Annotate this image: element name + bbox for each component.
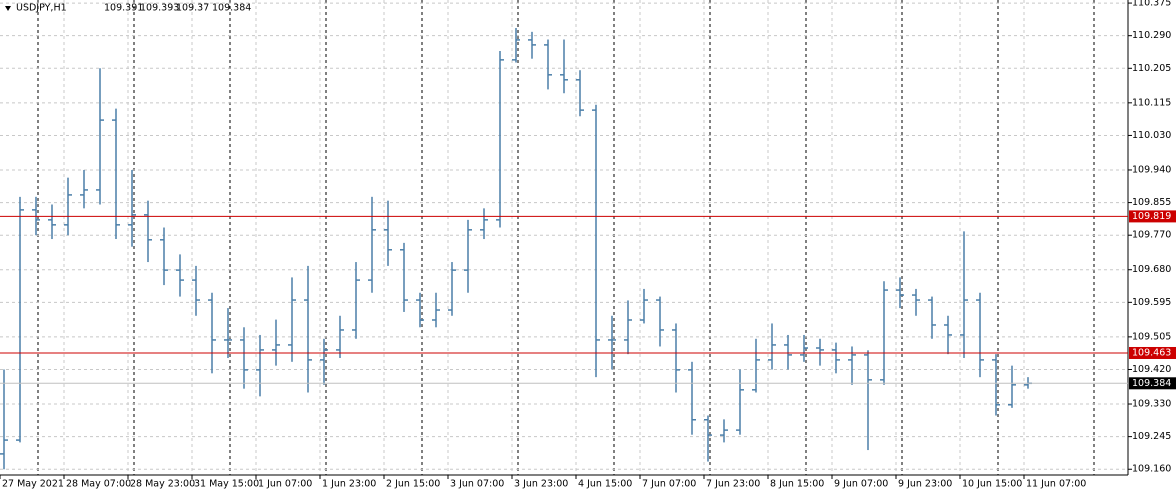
y-tick-label: 110.115 bbox=[1132, 97, 1171, 108]
price-label: 109.463 bbox=[1132, 347, 1171, 358]
y-tick-label: 110.375 bbox=[1132, 0, 1171, 9]
menu-arrow[interactable] bbox=[5, 6, 11, 11]
x-tick-label: 31 May 15:00 bbox=[194, 479, 259, 490]
y-tick-label: 109.680 bbox=[1132, 264, 1171, 275]
x-tick-label: 9 Jun 23:00 bbox=[898, 479, 952, 490]
x-tick-label: 11 Jun 07:00 bbox=[1026, 479, 1086, 490]
y-tick-label: 109.245 bbox=[1132, 431, 1171, 442]
x-tick-label: 28 May 23:00 bbox=[130, 479, 195, 490]
x-tick-label: 9 Jun 07:00 bbox=[834, 479, 888, 490]
x-tick-label: 10 Jun 15:00 bbox=[962, 479, 1022, 490]
y-tick-label: 109.505 bbox=[1132, 331, 1171, 342]
y-tick-label: 109.770 bbox=[1132, 230, 1171, 241]
x-tick-label: 27 May 2021 bbox=[2, 479, 64, 490]
y-tick-label: 110.290 bbox=[1132, 30, 1171, 41]
x-tick-label: 28 May 07:00 bbox=[66, 479, 131, 490]
y-tick-label: 109.330 bbox=[1132, 399, 1171, 410]
y-tick-label: 109.940 bbox=[1132, 164, 1171, 175]
y-tick-label: 109.160 bbox=[1132, 464, 1171, 475]
x-tick-label: 1 Jun 23:00 bbox=[322, 479, 376, 490]
header-value: 109.391 bbox=[104, 3, 143, 14]
x-tick-label: 7 Jun 23:00 bbox=[706, 479, 760, 490]
price-label-box bbox=[1129, 210, 1176, 223]
symbol-title: USDJPY,H1 bbox=[16, 3, 67, 14]
x-tick-label: 8 Jun 15:00 bbox=[770, 479, 824, 490]
header-value: 109.384 bbox=[212, 3, 251, 14]
price-label: 109.819 bbox=[1132, 211, 1171, 222]
x-tick-label: 1 Jun 07:00 bbox=[258, 479, 312, 490]
x-tick-label: 2 Jun 15:00 bbox=[386, 479, 440, 490]
y-tick-label: 109.855 bbox=[1132, 197, 1171, 208]
x-tick-label: 3 Jun 07:00 bbox=[450, 479, 504, 490]
header-value: 109.393 bbox=[140, 3, 179, 14]
price-label-box bbox=[1129, 346, 1176, 359]
y-tick-label: 110.030 bbox=[1132, 130, 1171, 141]
x-tick-label: 7 Jun 07:00 bbox=[642, 479, 696, 490]
price-label-box bbox=[1129, 377, 1176, 390]
x-tick-label: 4 Jun 15:00 bbox=[578, 479, 632, 490]
header-value: 109.37 bbox=[176, 3, 209, 14]
price-label: 109.384 bbox=[1132, 378, 1171, 389]
x-tick-label: 3 Jun 23:00 bbox=[514, 479, 568, 490]
grid bbox=[0, 0, 1128, 475]
y-tick-label: 109.595 bbox=[1132, 297, 1171, 308]
y-tick-label: 110.205 bbox=[1132, 63, 1171, 74]
y-tick-label: 109.420 bbox=[1132, 364, 1171, 375]
bars bbox=[0, 28, 1032, 470]
